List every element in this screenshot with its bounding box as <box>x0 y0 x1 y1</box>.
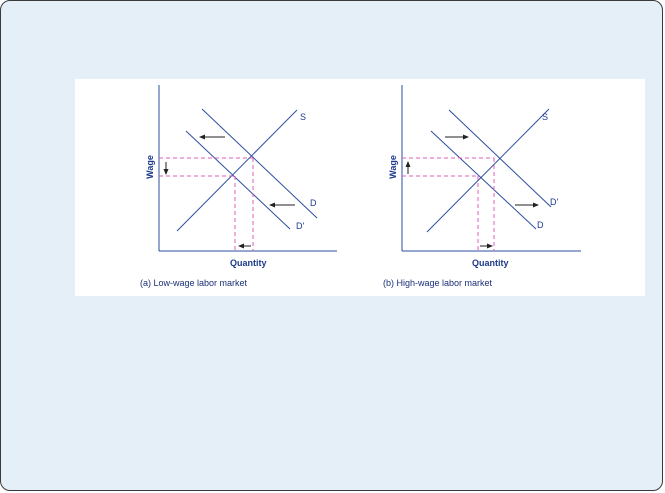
new-demand-label: D' <box>550 197 559 207</box>
new-demand-label: D' <box>296 221 305 231</box>
x-axis-label: Quantity <box>472 258 509 268</box>
y-axis-label: Wage <box>388 155 398 179</box>
supply-curve <box>176 109 298 232</box>
quantity-change-arrow <box>480 243 493 249</box>
high-wage-graph <box>401 85 581 252</box>
demand-shift-arrow-bottom <box>269 202 295 208</box>
demand-label: D <box>537 220 544 230</box>
low-wage-graph <box>158 85 337 252</box>
wage-change-arrow <box>163 162 169 175</box>
y-axis-label: Wage <box>145 155 155 179</box>
demand-shift-arrow-top <box>445 134 469 140</box>
panel-high-wage: S D' D Wage Quantity (b) High-wage labor… <box>319 79 609 296</box>
wage-change-arrow <box>405 161 411 174</box>
supply-label: S <box>542 112 549 122</box>
figure: S D D' Wage Quantity (a) Low-wage labor … <box>75 79 645 296</box>
new-demand-curve <box>448 109 552 208</box>
quantity-change-arrow <box>238 243 251 249</box>
demand-shift-arrow-bottom <box>515 202 539 208</box>
supply-curve <box>426 108 550 233</box>
new-demand-curve <box>185 130 291 230</box>
demand-shift-arrow-top <box>199 134 225 140</box>
demand-label: D <box>310 198 317 208</box>
x-axis-label: Quantity <box>230 258 267 268</box>
caption: (b) High-wage labor market <box>383 278 493 288</box>
demand-curve <box>430 130 537 230</box>
supply-label: S <box>300 112 307 122</box>
demand-curve <box>201 108 318 219</box>
caption: (a) Low-wage labor market <box>140 278 248 288</box>
panel-low-wage: S D D' Wage Quantity (a) Low-wage labor … <box>75 79 365 296</box>
